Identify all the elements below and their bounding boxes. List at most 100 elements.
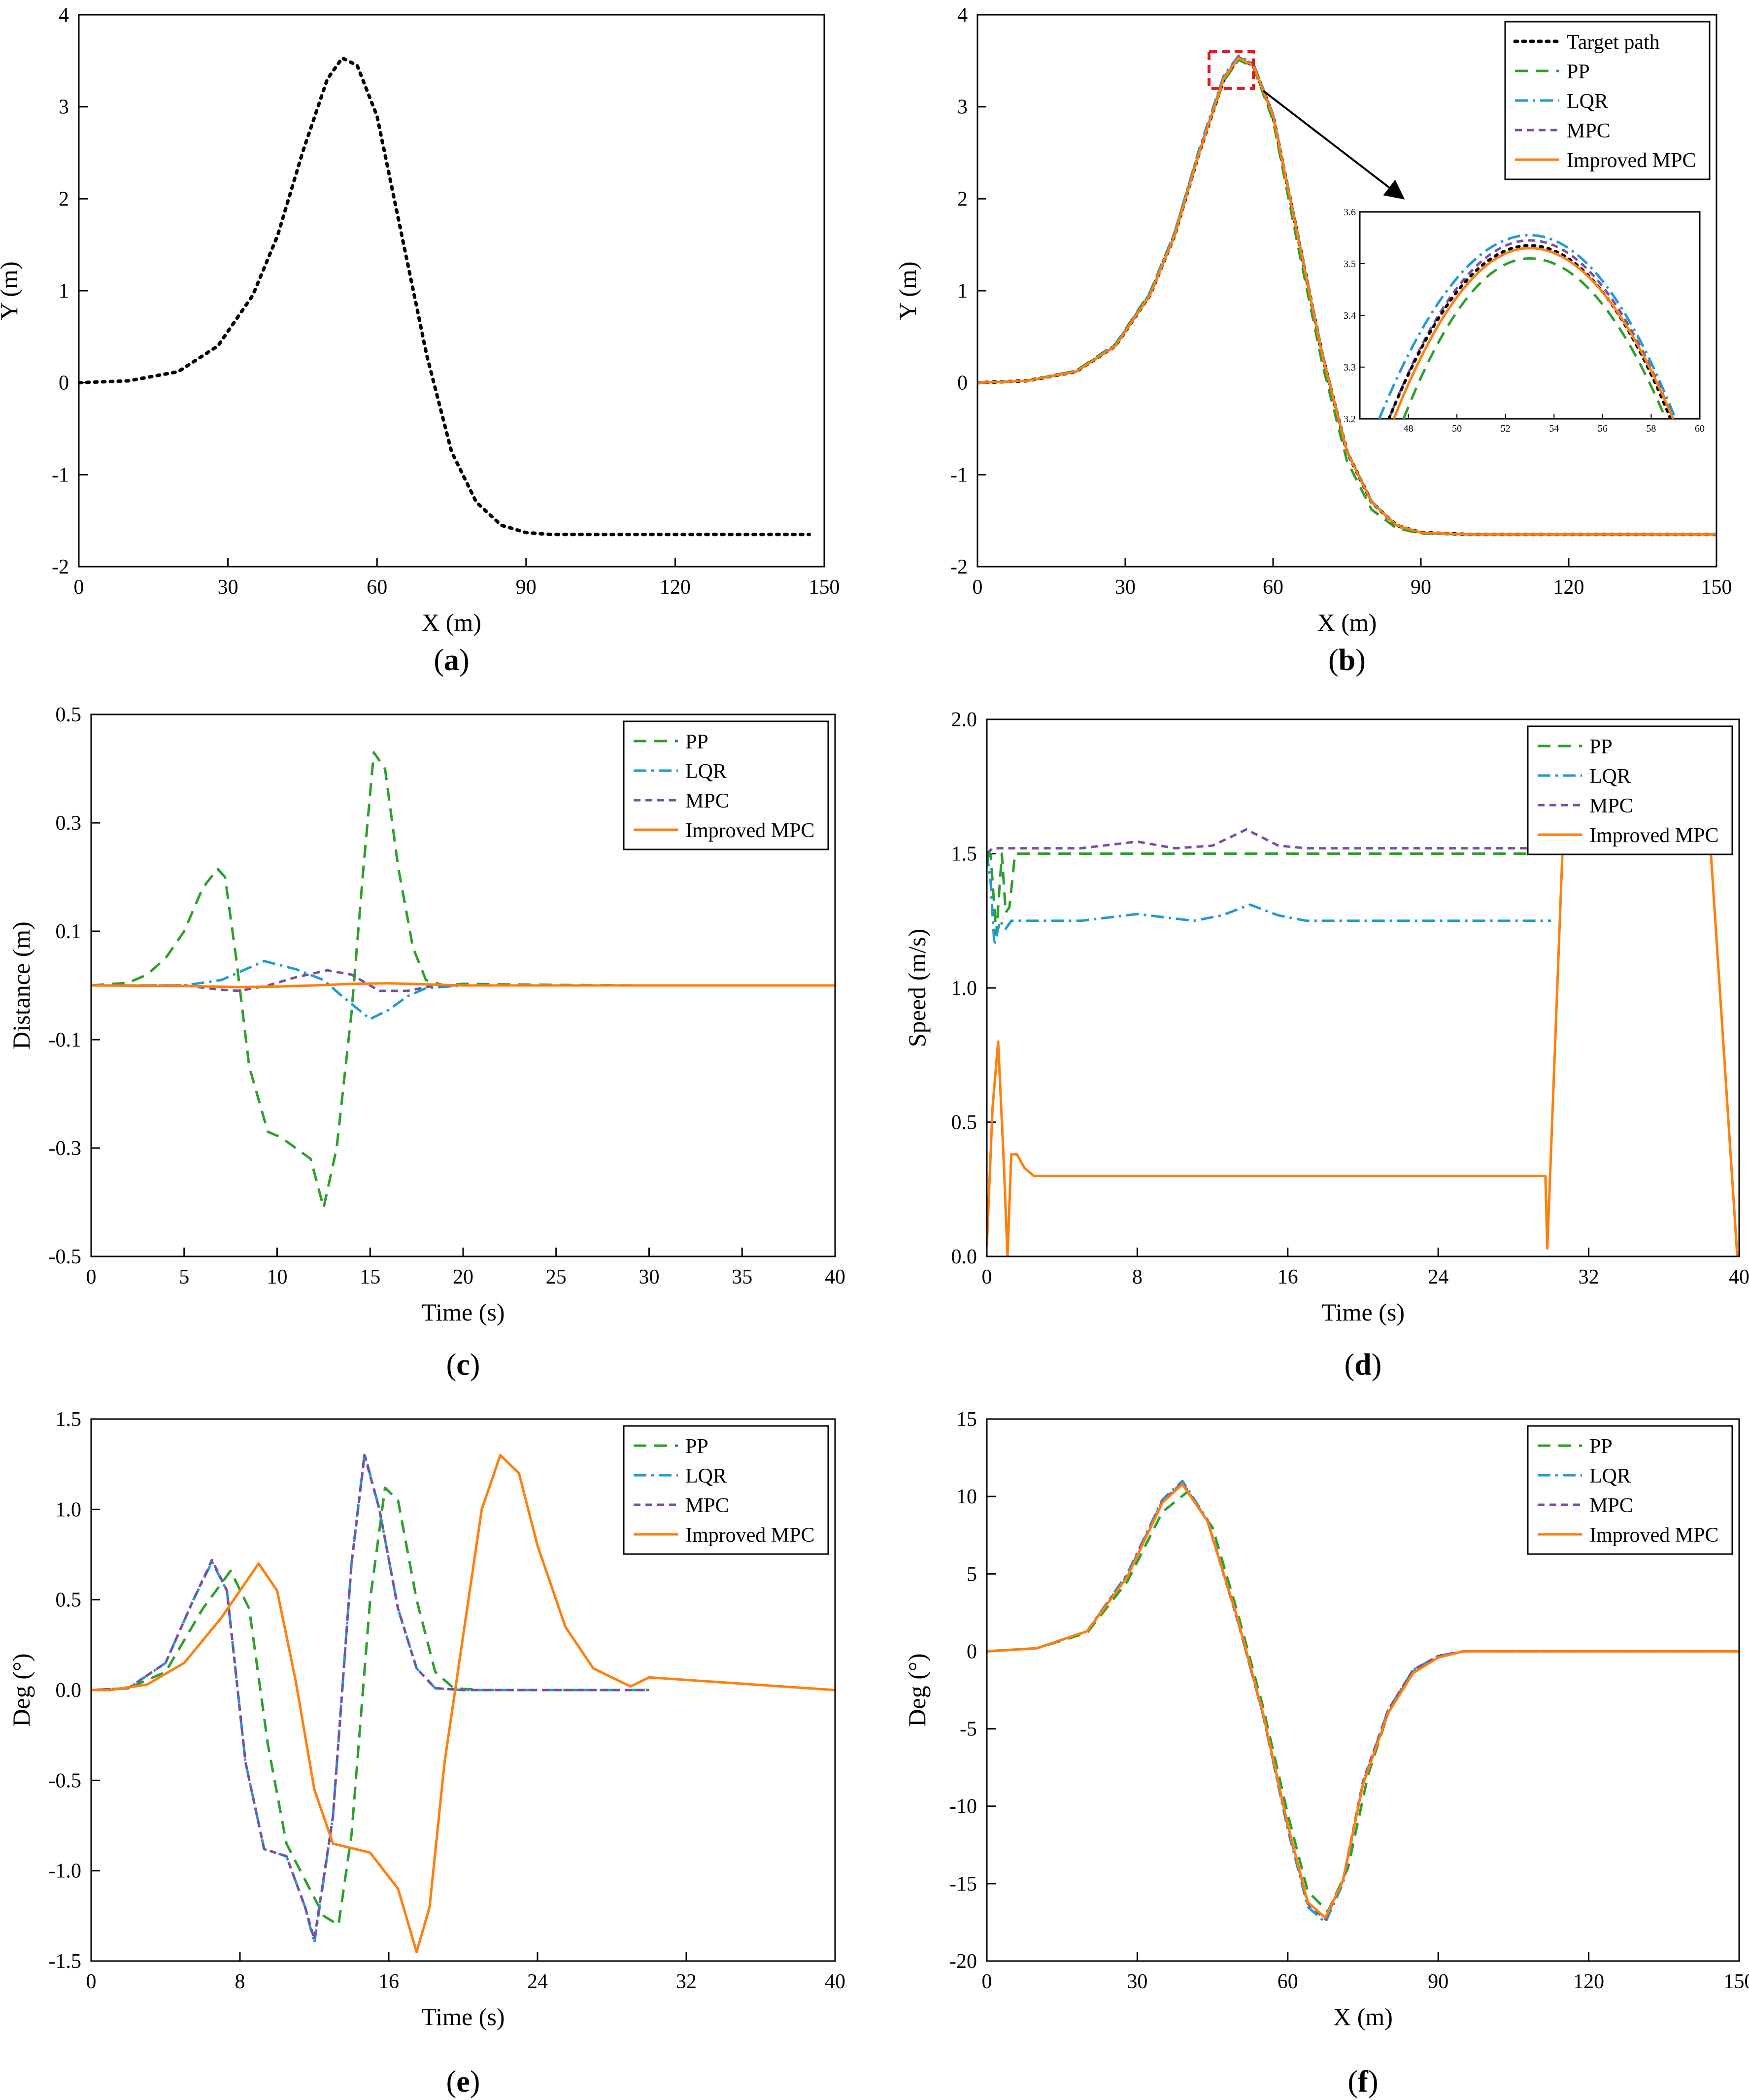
x-tick-label: 40 bbox=[825, 1266, 845, 1288]
zoom-region-box bbox=[1208, 50, 1255, 90]
x-tick-label: 25 bbox=[546, 1266, 567, 1288]
x-tick-label: 150 bbox=[1701, 576, 1732, 599]
inset-x-tick-label: 58 bbox=[1646, 423, 1656, 434]
inset-x-tick-label: 52 bbox=[1501, 423, 1511, 434]
y-tick-label: -15 bbox=[949, 1873, 977, 1896]
plot-frame bbox=[986, 718, 1740, 1257]
series-group bbox=[79, 56, 811, 537]
inset-y-tick-label: 3.5 bbox=[1344, 259, 1356, 270]
legend-label: MPC bbox=[1589, 1494, 1633, 1517]
inset-line-mpc bbox=[1387, 239, 1675, 419]
x-tick-label: 90 bbox=[516, 576, 537, 599]
x-tick-label: 60 bbox=[367, 576, 387, 599]
inset-frame bbox=[1359, 211, 1701, 420]
plot-frame bbox=[78, 14, 825, 568]
x-tick-label: 30 bbox=[639, 1266, 660, 1288]
y-tick-label: -0.5 bbox=[49, 1246, 82, 1268]
y-axis-title: Distance (m) bbox=[7, 921, 35, 1050]
legend-label: MPC bbox=[1589, 795, 1633, 817]
x-axis-title: X (m) bbox=[1317, 609, 1377, 636]
y-tick-label: 1 bbox=[59, 280, 69, 303]
y-tick-label: 0 bbox=[957, 372, 968, 395]
y-tick-label: -0.5 bbox=[49, 1769, 82, 1792]
x-tick-label: 15 bbox=[360, 1266, 380, 1288]
legend: PP LQR MPC Improved MPC bbox=[1527, 725, 1733, 855]
x-tick-label: 35 bbox=[732, 1266, 752, 1288]
x-tick-label: 40 bbox=[1729, 1266, 1749, 1288]
legend-label: MPC bbox=[685, 1494, 729, 1517]
x-tick-label: 32 bbox=[676, 1970, 697, 1993]
x-tick-label: 150 bbox=[1724, 1970, 1749, 1993]
plot-frame bbox=[986, 1418, 1740, 1962]
panel-label: (f) bbox=[1348, 2065, 1379, 2099]
series-group bbox=[91, 1452, 835, 1954]
x-tick-label: 5 bbox=[179, 1266, 189, 1288]
chart-panel-d: 0 8 16 24 32 40 0.0 0.5 1.0 1.5 2.0 Time (s) Speed (… bbox=[903, 709, 1749, 1382]
y-tick-label: 1.5 bbox=[56, 1408, 82, 1431]
y-tick-label: -0.1 bbox=[49, 1029, 82, 1051]
legend-label: Improved MPC bbox=[685, 819, 815, 842]
x-tick-label: 0 bbox=[982, 1970, 992, 1993]
x-axis-title: Time (s) bbox=[1321, 1298, 1405, 1326]
y-tick-label: -5 bbox=[960, 1718, 977, 1741]
panel-label: (b) bbox=[1328, 644, 1366, 677]
chart-panel-c: 0 5 10 15 20 25 30 35 40 -0.5 -0.3 -0.1 0.1 0.3 0.5 Tim… bbox=[7, 704, 845, 1382]
y-axis-title: Y (m) bbox=[894, 262, 921, 320]
y-tick-label: -1.0 bbox=[49, 1860, 82, 1883]
y-axis-title: Deg (°) bbox=[903, 1653, 931, 1727]
x-tick-label: 32 bbox=[1579, 1266, 1599, 1288]
legend-label: Improved MPC bbox=[685, 1524, 815, 1547]
y-tick-label: 0.0 bbox=[56, 1679, 82, 1702]
x-tick-label: 90 bbox=[1411, 576, 1431, 599]
x-tick-label: 60 bbox=[1263, 576, 1283, 599]
inset-y-tick-label: 3.2 bbox=[1344, 414, 1356, 425]
series-group bbox=[987, 1480, 1739, 1924]
plot-frame bbox=[90, 713, 836, 1257]
series-line-improved bbox=[91, 1454, 835, 1954]
legend: Target path PP LQR MPC Improved MPC bbox=[1504, 21, 1711, 180]
legend-label: PP bbox=[685, 1435, 708, 1458]
y-tick-label: 1.0 bbox=[951, 977, 977, 1000]
inset-y-tick-label: 3.6 bbox=[1344, 207, 1356, 218]
y-tick-label: -2 bbox=[950, 556, 968, 578]
legend-label: LQR bbox=[1567, 90, 1608, 113]
series-line-lqr bbox=[987, 853, 1551, 947]
zoom-arrow bbox=[1262, 90, 1405, 200]
y-tick-label: 0.0 bbox=[951, 1246, 977, 1268]
x-tick-label: 120 bbox=[660, 576, 691, 599]
x-tick-label: 120 bbox=[1573, 1970, 1604, 1993]
legend-box bbox=[623, 1425, 829, 1555]
legend-label: PP bbox=[1589, 736, 1613, 758]
y-axis-title: Y (m) bbox=[0, 262, 23, 320]
x-tick-label: 0 bbox=[86, 1970, 97, 1993]
y-tick-label: 10 bbox=[956, 1486, 977, 1508]
chart-panel-b: 0 30 60 90 120 150 -2 -1 0 1 2 3 4 X (m) Y (m) (b) Targe… bbox=[894, 4, 1732, 677]
legend-label: LQR bbox=[1589, 765, 1631, 788]
inset-y-tick-label: 3.4 bbox=[1344, 310, 1356, 321]
inset-series bbox=[1378, 234, 1677, 419]
inset-x-tick-label: 48 bbox=[1404, 423, 1413, 434]
series-line-mpc bbox=[91, 1454, 649, 1941]
x-tick-label: 0 bbox=[982, 1266, 992, 1288]
legend-label: MPC bbox=[685, 790, 729, 813]
y-tick-label: 2 bbox=[957, 188, 968, 210]
y-axis-title: Speed (m/s) bbox=[903, 929, 931, 1047]
y-tick-label: 0.5 bbox=[56, 1589, 82, 1612]
series-line-improved bbox=[91, 982, 835, 988]
y-tick-label: -1.5 bbox=[49, 1950, 82, 1973]
x-tick-label: 120 bbox=[1553, 576, 1584, 599]
chart-panel-f: 0 30 60 90 120 150 -20 -15 -10 -5 0 5 10 15 X (m) Deg (… bbox=[903, 1408, 1749, 2099]
x-axis-title: X (m) bbox=[1333, 2003, 1393, 2031]
series-line-improved bbox=[977, 57, 1716, 536]
chart-panel-a: 0 30 60 90 120 150 -2 -1 0 1 2 3 4 X (m) Y (m) (a) bbox=[0, 4, 840, 677]
x-tick-label: 30 bbox=[1127, 1970, 1147, 1993]
y-tick-label: 4 bbox=[59, 4, 69, 27]
legend-label: Target path bbox=[1567, 31, 1660, 54]
plot-frame bbox=[976, 14, 1717, 568]
series-line-target bbox=[79, 56, 811, 537]
legend-box bbox=[1527, 1425, 1733, 1555]
legend-label: Improved MPC bbox=[1589, 1524, 1719, 1547]
x-tick-label: 0 bbox=[973, 576, 983, 599]
inset-y-tick-label: 3.3 bbox=[1344, 362, 1356, 373]
